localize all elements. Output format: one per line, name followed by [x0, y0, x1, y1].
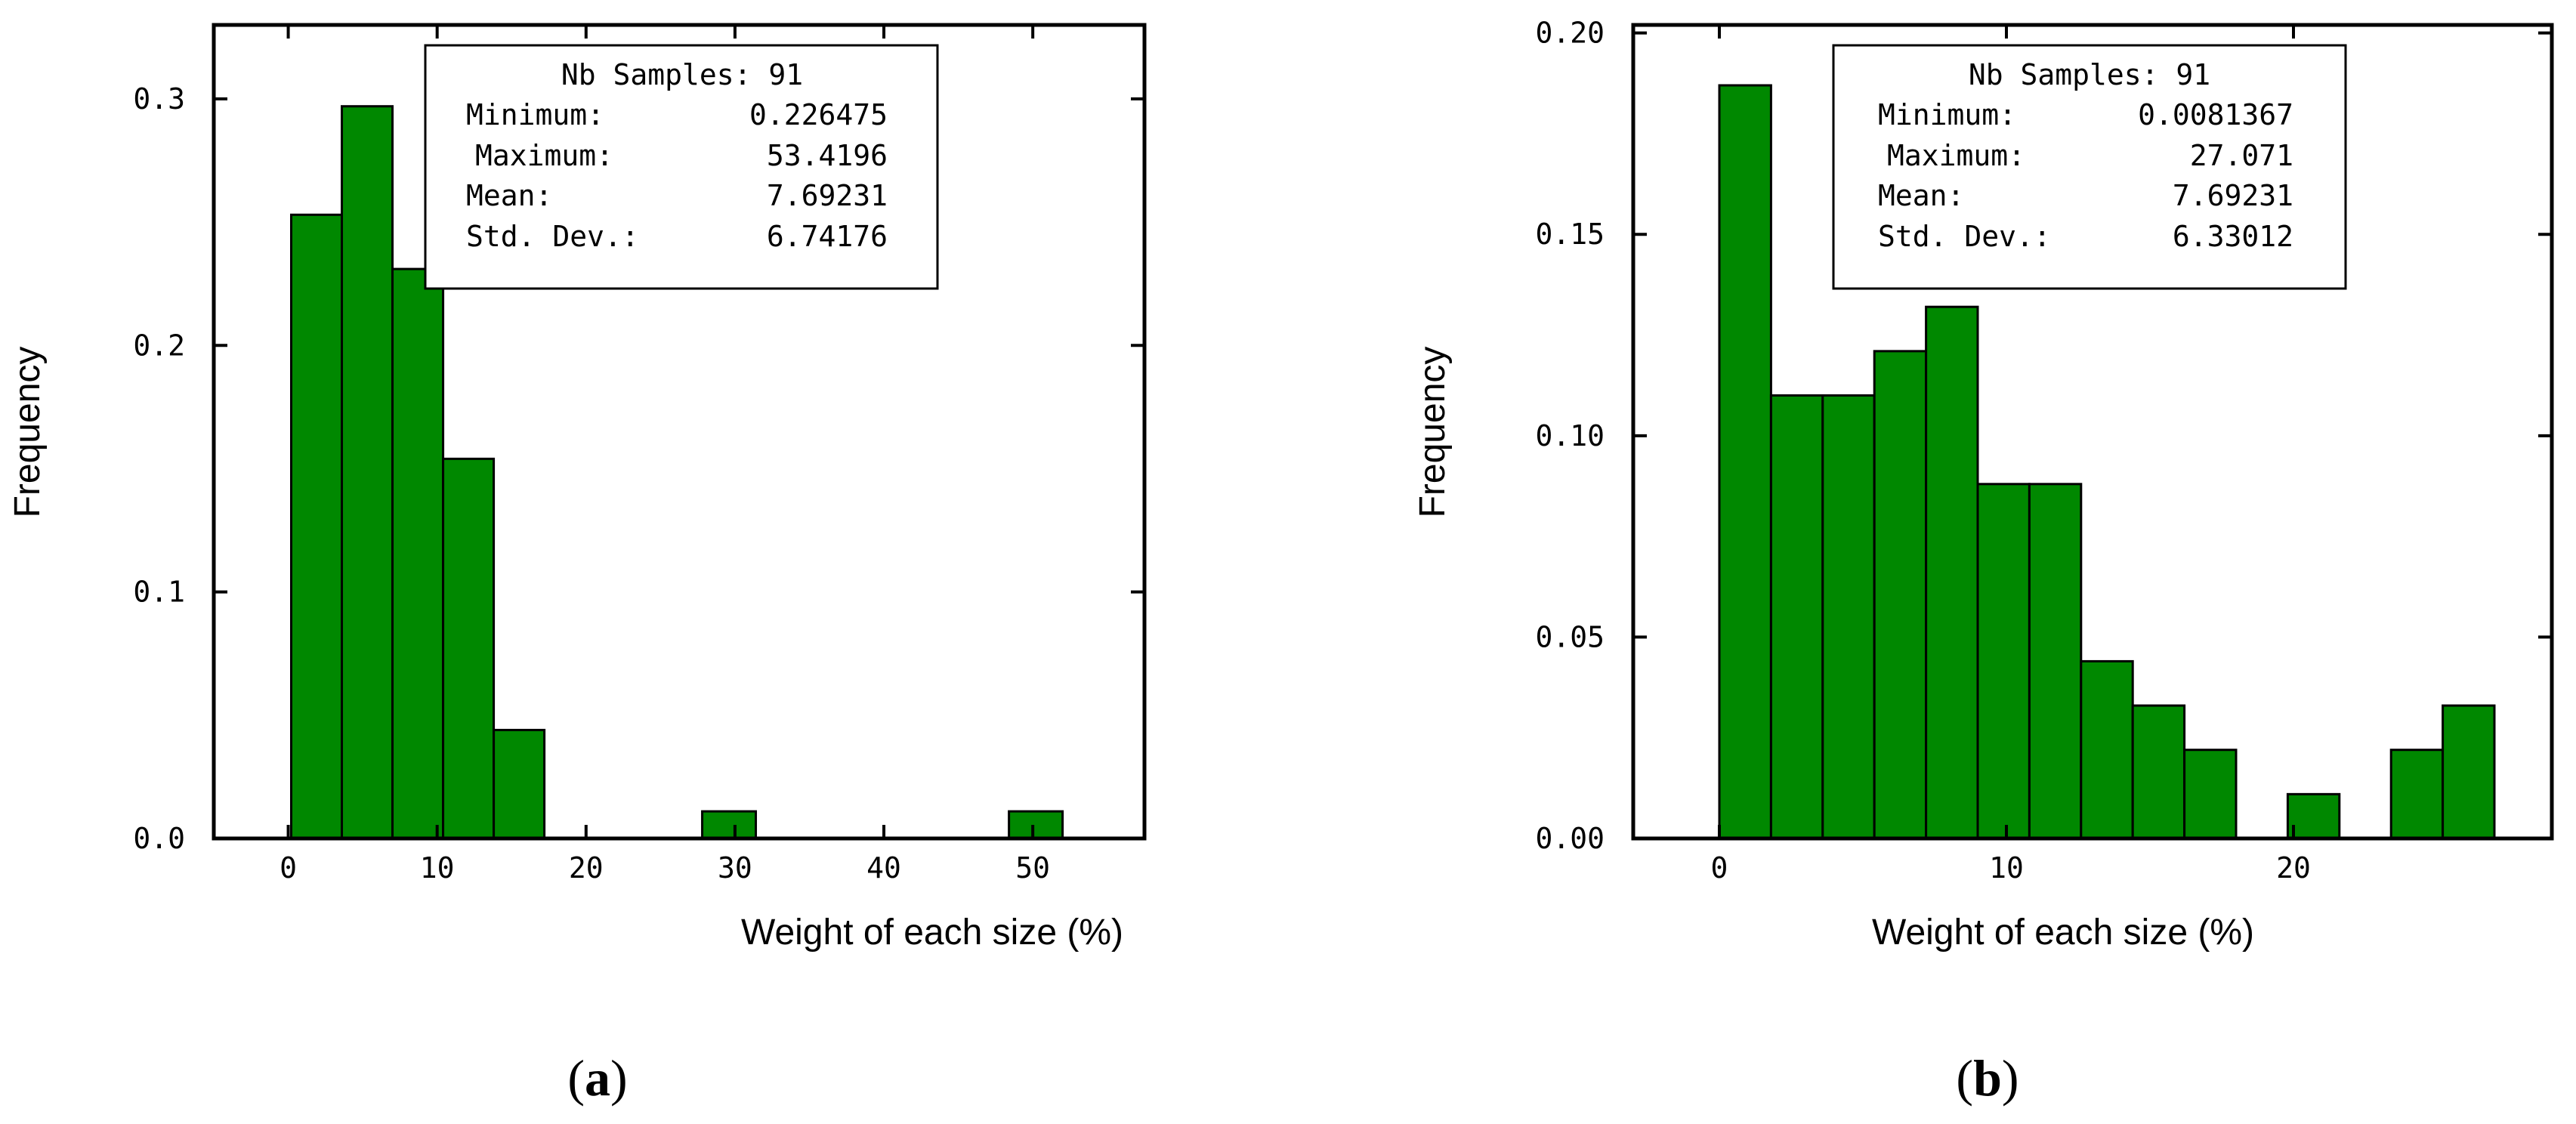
- histogram-bars: [290, 105, 1064, 840]
- x-tick-labels: 0 10 20 30 40 50: [280, 851, 1050, 885]
- axis-ticks: [1633, 25, 2552, 840]
- x-axis-title: Weight of each size (%): [1872, 912, 2254, 953]
- y-tick-label: 0.15: [1535, 218, 1605, 251]
- stats-sample-count: Nb Samples: 91: [1969, 58, 2210, 91]
- stats-label: Minimum:: [466, 98, 604, 131]
- plot-frame: [212, 23, 1147, 841]
- stats-sample-count: Nb Samples: 91: [561, 58, 803, 91]
- statistics-box-frame: [1832, 44, 2347, 290]
- histogram-bar: [2080, 659, 2134, 840]
- histogram-bar: [1718, 84, 1772, 840]
- stats-value: 0.226475: [749, 98, 888, 131]
- x-tick-label: 0: [1711, 851, 1728, 885]
- histogram-bar: [2028, 483, 2083, 840]
- y-tick-labels: 0.00 0.05 0.10 0.15 0.20: [1535, 17, 1605, 855]
- histogram-bar: [442, 457, 496, 840]
- histogram-panel-a: 0 10 20 30 40 50 0.0 0.1 0.2 0.3 Weight of each …: [8, 23, 1147, 1107]
- histogram-bar: [701, 810, 758, 840]
- x-tick-label: 10: [420, 851, 455, 885]
- plot-frame: [1631, 23, 2554, 841]
- y-tick-label: 0.10: [1535, 419, 1605, 452]
- x-tick-label: 20: [569, 851, 604, 885]
- histogram-bar: [1769, 394, 1824, 840]
- histogram-bar: [2183, 749, 2238, 840]
- histogram-bar: [290, 213, 344, 840]
- histogram-bar: [2389, 749, 2445, 840]
- x-tick-label: 0: [280, 851, 297, 885]
- histogram-panel-b: 0 10 20 0.00 0.05 0.10 0.15 0.20 Weight of eac…: [1413, 17, 2554, 1107]
- stats-value: 27.071: [2190, 139, 2293, 172]
- stats-label: Mean:: [466, 179, 552, 212]
- statistics-box-frame: [424, 44, 939, 290]
- y-tick-label: 0.1: [133, 576, 185, 609]
- y-tick-label: 0.05: [1535, 620, 1605, 653]
- axis-ticks: [214, 25, 1144, 840]
- histogram-bar: [1008, 810, 1064, 840]
- histogram-bar: [2131, 704, 2186, 840]
- stats-value: 7.69231: [767, 179, 888, 212]
- y-tick-labels: 0.0 0.1 0.2 0.3: [133, 82, 185, 855]
- statistics-box: Nb Samples: 91 Minimum: 0.0081367 Maximum: 2…: [1832, 44, 2347, 290]
- histogram-bar: [2442, 704, 2496, 840]
- stats-label: Maximum:: [1887, 139, 2025, 172]
- y-tick-label: 0.00: [1535, 822, 1605, 855]
- stats-label: Maximum:: [475, 139, 613, 172]
- stats-label: Mean:: [1878, 179, 1964, 212]
- stats-value: 7.69231: [2173, 179, 2293, 212]
- y-axis-title: Frequency: [1413, 347, 1453, 518]
- x-tick-labels: 0 10 20: [1711, 851, 2311, 885]
- x-axis-title: Weight of each size (%): [741, 912, 1123, 953]
- histogram-bar: [1821, 394, 1876, 840]
- x-tick-label: 30: [718, 851, 752, 885]
- stats-label: Minimum:: [1878, 98, 2016, 131]
- y-tick-label: 0.0: [133, 822, 185, 855]
- histogram-bar: [1925, 305, 1979, 840]
- y-tick-label: 0.2: [133, 329, 185, 362]
- stats-value: 6.74176: [767, 220, 888, 253]
- statistics-box: Nb Samples: 91 Minimum: 0.226475 Maximum: 53…: [424, 44, 939, 290]
- stats-value: 53.4196: [767, 139, 888, 172]
- y-tick-label: 0.20: [1535, 17, 1605, 50]
- panel-label-a: (a): [567, 1049, 627, 1107]
- histogram-bar: [2286, 792, 2341, 840]
- histogram-bar: [493, 728, 546, 840]
- x-tick-label: 50: [1015, 851, 1050, 885]
- x-tick-label: 40: [866, 851, 901, 885]
- y-axis-title: Frequency: [8, 347, 48, 518]
- histogram-bar: [1976, 483, 2031, 840]
- panel-label-b: (b): [1956, 1049, 2018, 1107]
- stats-label: Std. Dev.:: [466, 220, 639, 253]
- stats-value: 0.0081367: [2138, 98, 2293, 131]
- x-tick-label: 20: [2276, 851, 2311, 885]
- x-tick-label: 10: [1989, 851, 2024, 885]
- histogram-bar: [391, 267, 445, 840]
- stats-value: 6.33012: [2173, 220, 2293, 253]
- stats-label: Std. Dev.:: [1878, 220, 2051, 253]
- histogram-bar: [341, 105, 394, 840]
- histogram-bar: [1873, 350, 1928, 840]
- y-tick-label: 0.3: [133, 82, 185, 116]
